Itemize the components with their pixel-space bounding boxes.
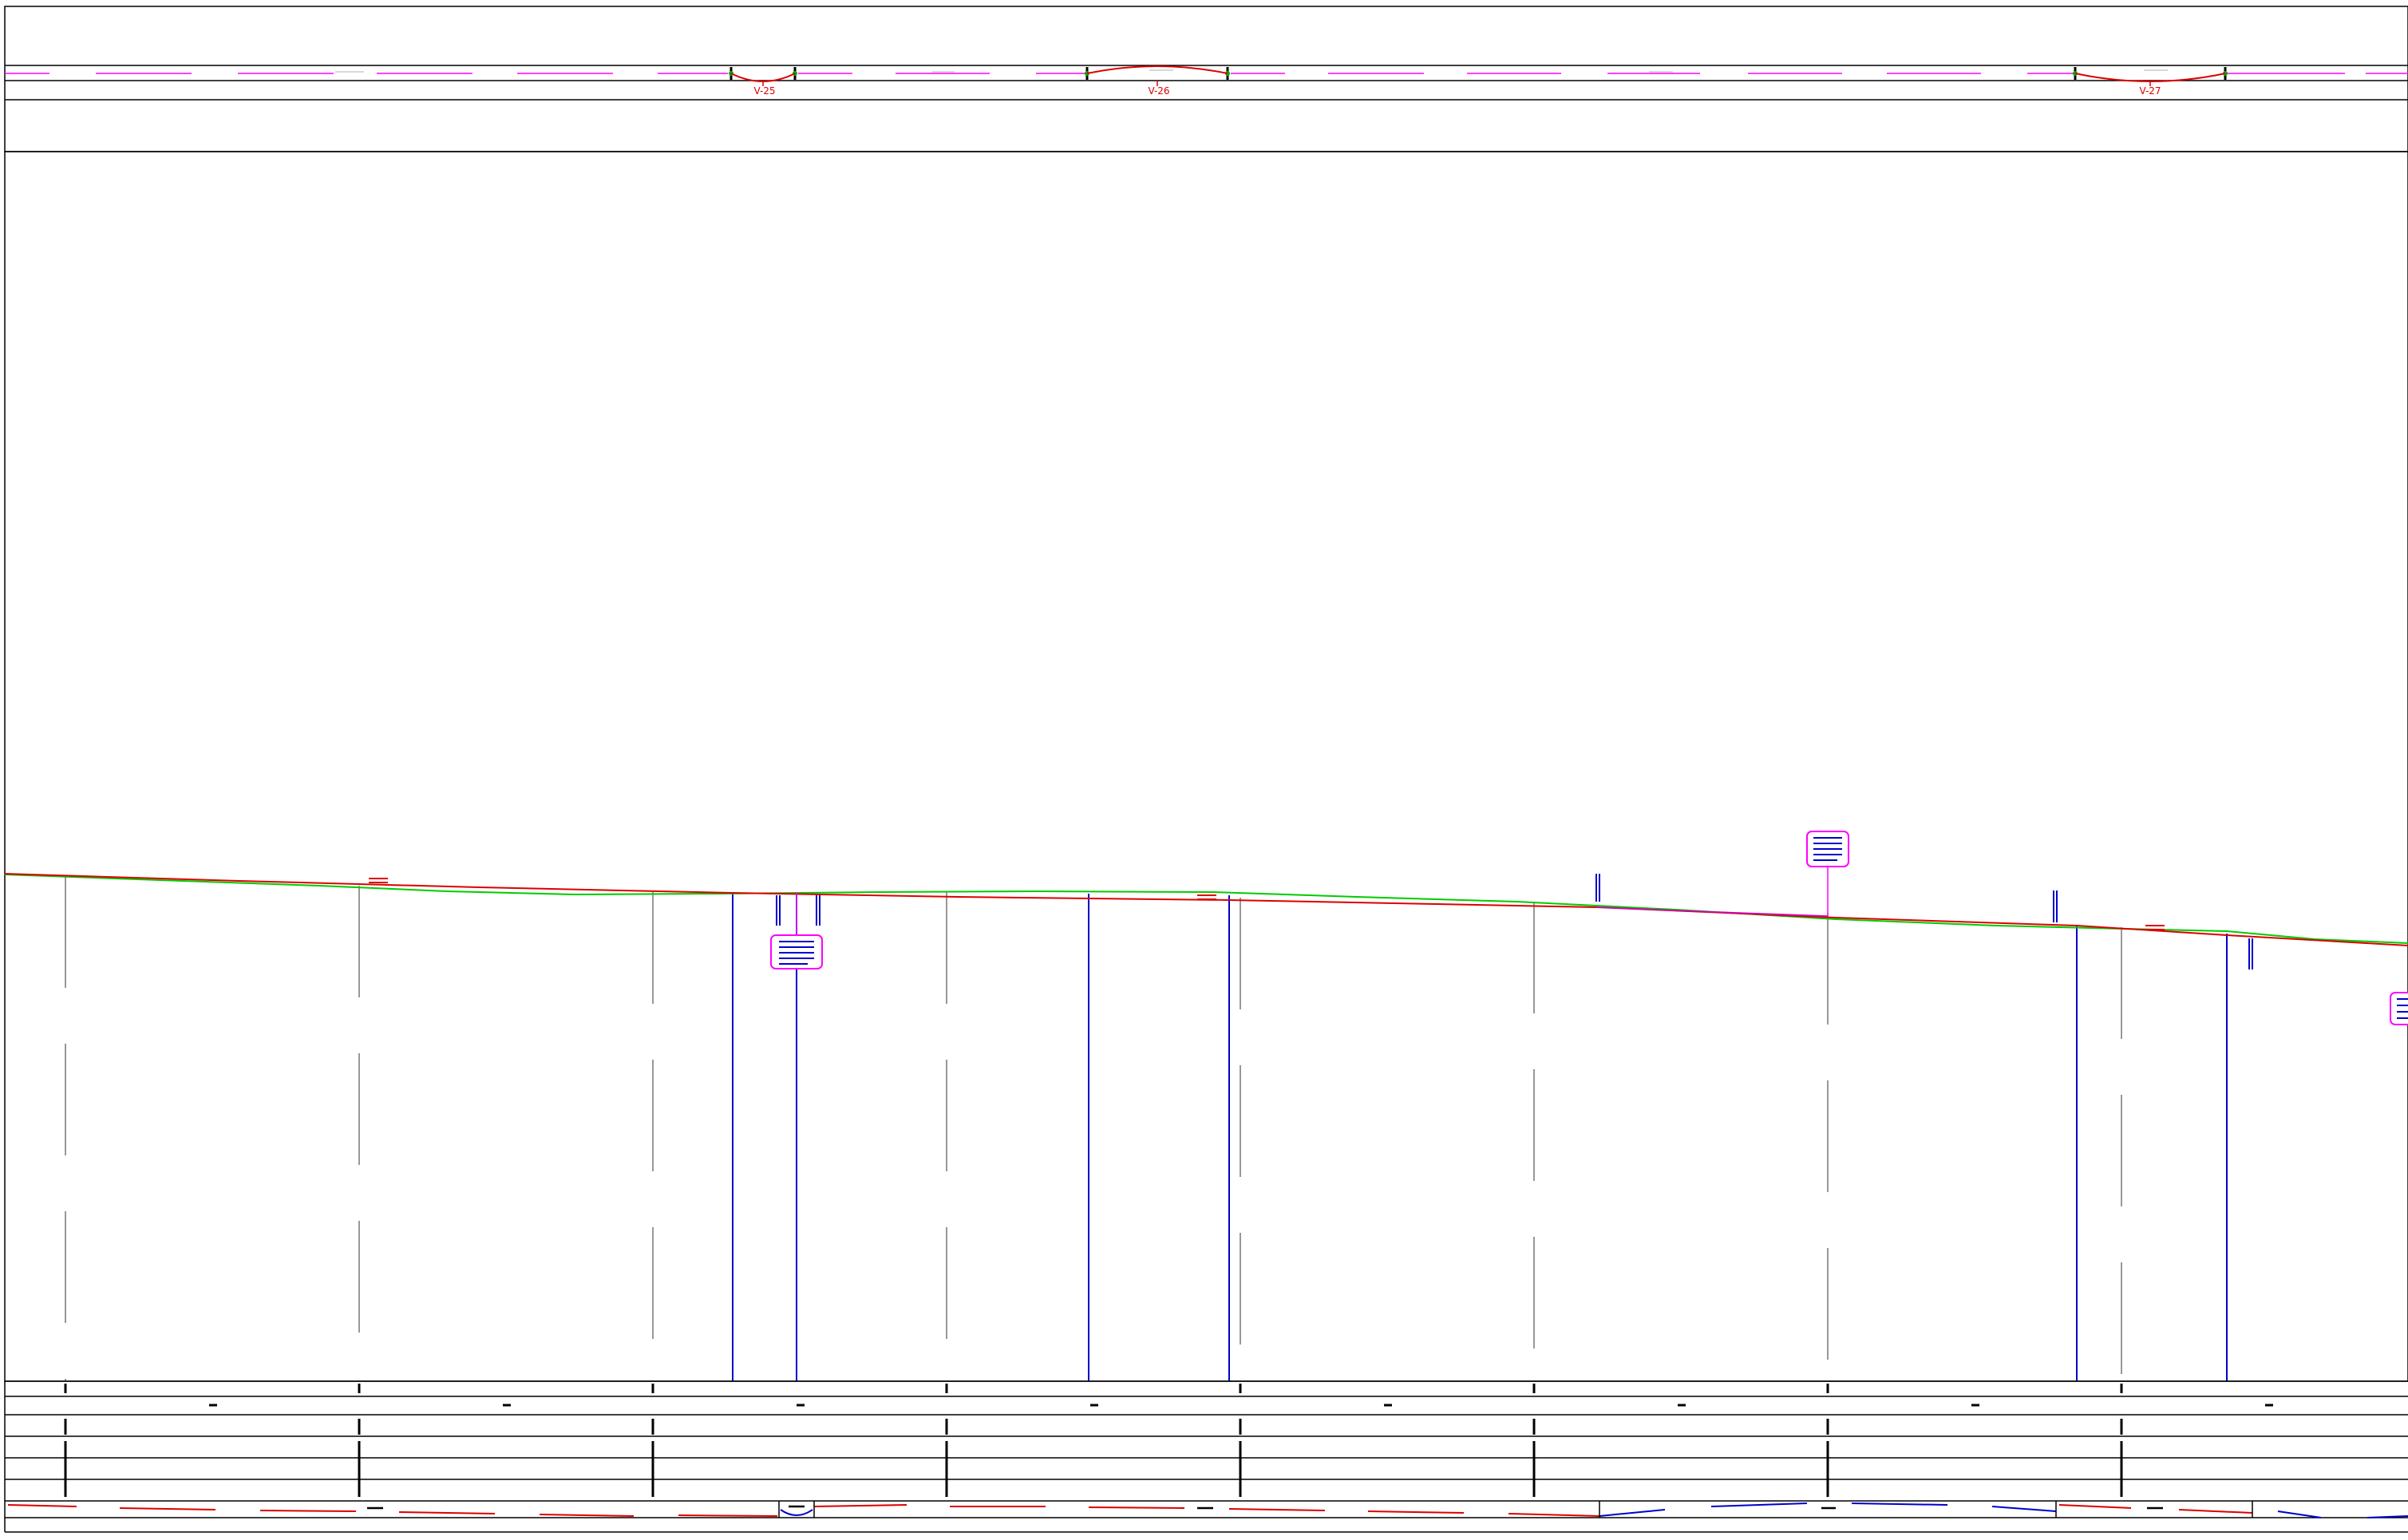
data-bands [4,1380,2408,1533]
plan-label-v25: V-25 [753,85,775,97]
station-guide-lines [65,876,2122,1381]
blue-annotations [776,874,2253,969]
plan-strip-frame [4,6,2408,152]
vertical-curve-marker-v25 [729,67,797,86]
structure-lines [732,892,2228,1381]
label-box-1 [770,892,823,969]
station-tick [64,1384,2123,1497]
label-box-3 [2390,992,2408,1025]
plan-label-v27: V-27 [2139,85,2161,97]
label-box-2 [1806,831,1849,916]
profile-panel [4,151,2408,1382]
design-grade-line [4,873,2408,946]
plan-label-v26: V-26 [1148,85,1169,97]
plan-strip: V-25 V-26 V-27 [4,6,2408,152]
vertical-curve-marker-v27 [2073,67,2228,86]
profile-frame [4,151,2408,1382]
band-lines [4,1380,2408,1533]
vertical-curve-marker-v26 [1085,65,1230,86]
alt-grade-segment [1595,906,1829,917]
plan-faint-notes [335,69,2168,73]
vpi-tags [369,878,2165,930]
alignment-band [7,1501,2408,1518]
